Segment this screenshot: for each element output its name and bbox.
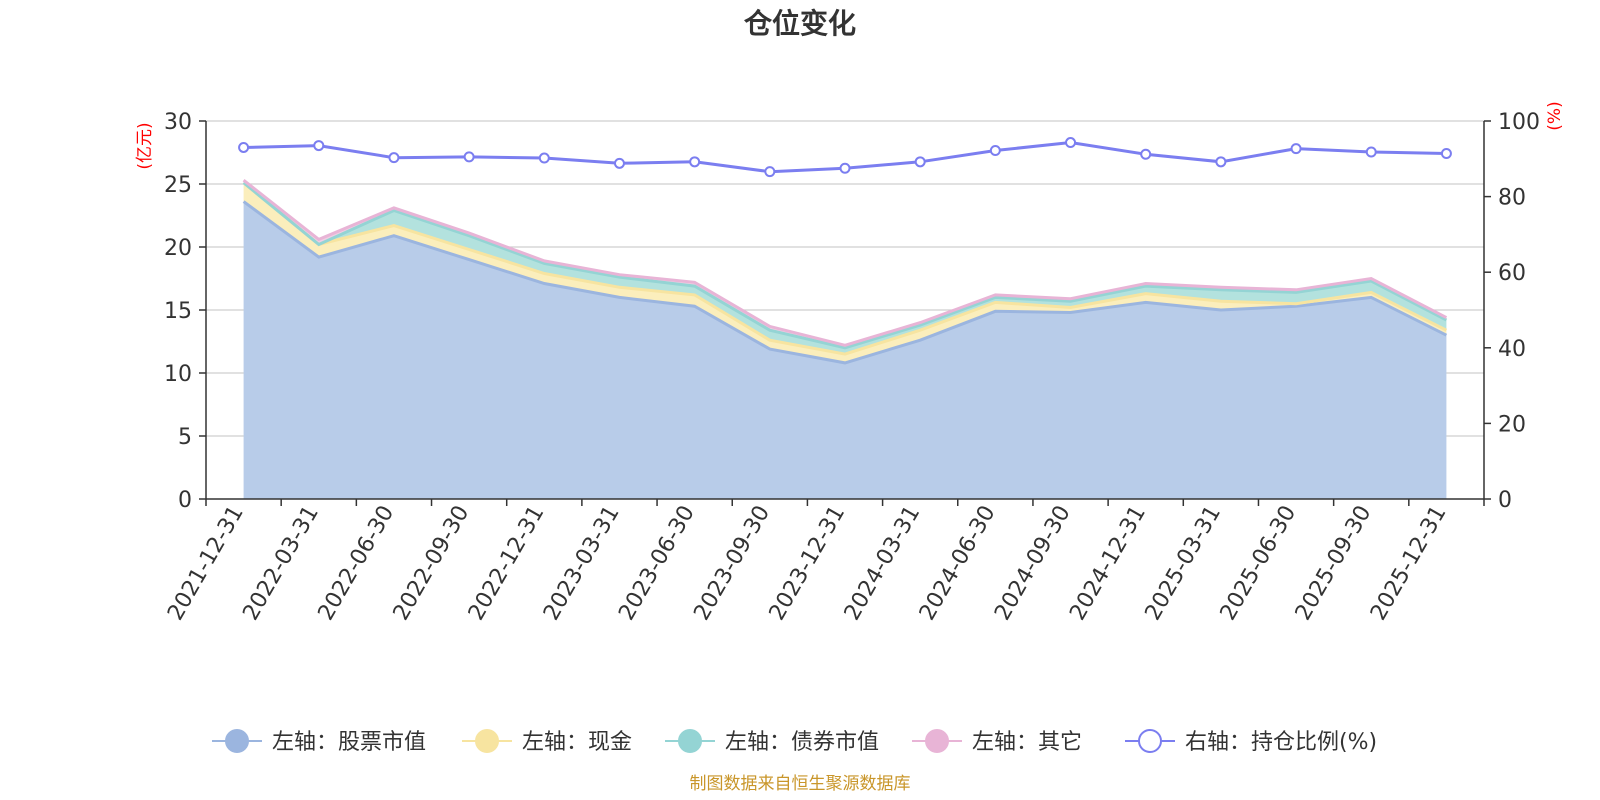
ratio-point-3	[463, 151, 475, 163]
x-tick-label-3: 2022-09-30	[389, 502, 475, 625]
x-tick-label-4: 2022-12-31	[464, 502, 550, 625]
x-tick-label-2: 2022-06-30	[314, 502, 400, 625]
x-tick-label-0: 2021-12-31	[163, 502, 249, 625]
right-tick-label-5: 100	[1498, 110, 1540, 135]
ratio-point-5	[613, 157, 625, 169]
right-tick-label-3: 60	[1498, 261, 1526, 286]
legend: 左轴：股票市值 左轴：现金 左轴：债券市值 左轴：其它 右轴：持仓比例(%)	[212, 729, 1377, 755]
area-edge-0	[242, 200, 1448, 365]
x-tick-label-11: 2024-09-30	[990, 502, 1076, 625]
x-tick-label-10: 2024-06-30	[915, 502, 1001, 625]
left-tick-label-0: 0	[178, 488, 192, 513]
stacked-areas	[242, 179, 1448, 499]
legend-label-0: 左轴：股票市值	[272, 730, 426, 755]
ratio-point-15	[1365, 146, 1377, 158]
x-tick-label-1: 2022-03-31	[238, 502, 324, 625]
legend-marker-0	[225, 729, 249, 753]
legend-label-4: 右轴：持仓比例(%)	[1185, 730, 1377, 755]
ratio-point-10	[989, 144, 1001, 156]
ratio-point-1	[313, 140, 325, 152]
area-edge-3	[242, 179, 1448, 347]
legend-marker-1	[475, 729, 499, 753]
source-note: 制图数据来自恒生聚源数据库	[690, 774, 911, 794]
right-axis-unit: (%)	[1545, 101, 1565, 130]
ratio-point-2	[388, 152, 400, 164]
left-tick-label-1: 5	[178, 425, 192, 450]
x-tick-label-15: 2025-09-30	[1291, 502, 1377, 625]
area-edge-2	[242, 181, 1448, 350]
ratio-point-12	[1140, 148, 1152, 160]
right-tick-label-0: 0	[1498, 488, 1512, 513]
legend-label-2: 左轴：债券市值	[725, 730, 879, 755]
x-tick-label-8: 2023-12-31	[765, 502, 851, 625]
left-tick-label-5: 25	[164, 173, 192, 198]
right-tick-label-2: 40	[1498, 337, 1526, 362]
x-tick-label-6: 2023-06-30	[614, 502, 700, 625]
x-tick-label-12: 2024-12-31	[1065, 502, 1151, 625]
ratio-point-14	[1290, 143, 1302, 155]
x-tick-label-16: 2025-12-31	[1366, 502, 1452, 625]
left-tick-label-6: 30	[164, 110, 192, 135]
legend-marker-2	[678, 729, 702, 753]
legend-marker-3	[925, 729, 949, 753]
legend-marker-4	[1138, 729, 1162, 753]
ratio-point-16	[1440, 148, 1452, 160]
legend-label-3: 左轴：其它	[972, 730, 1082, 755]
area-edge-1	[242, 181, 1448, 356]
ratio-point-11	[1065, 137, 1077, 149]
area-band-0	[243, 201, 1447, 499]
ratio-point-6	[689, 156, 701, 168]
ratio-point-4	[538, 152, 550, 164]
left-tick-label-3: 15	[164, 299, 192, 324]
ratio-point-8	[839, 162, 851, 174]
ratio-point-13	[1215, 156, 1227, 168]
left-tick-label-4: 20	[164, 236, 192, 261]
left-tick-label-2: 10	[164, 362, 192, 387]
ratio-point-9	[914, 156, 926, 168]
x-tick-label-9: 2024-03-31	[840, 502, 926, 625]
right-tick-label-1: 20	[1498, 412, 1526, 437]
x-tick-label-5: 2023-03-31	[539, 502, 625, 625]
ratio-line-layer	[238, 137, 1452, 178]
ratio-point-7	[764, 166, 776, 178]
chart-title: 仓位变化	[744, 7, 856, 40]
left-axis-unit: (亿元)	[135, 122, 155, 169]
x-tick-label-13: 2025-03-31	[1140, 502, 1226, 625]
right-tick-label-4: 80	[1498, 186, 1526, 211]
x-tick-label-7: 2023-09-30	[689, 502, 775, 625]
x-tick-label-14: 2025-06-30	[1216, 502, 1302, 625]
legend-label-1: 左轴：现金	[522, 730, 632, 755]
ratio-point-0	[238, 141, 250, 153]
